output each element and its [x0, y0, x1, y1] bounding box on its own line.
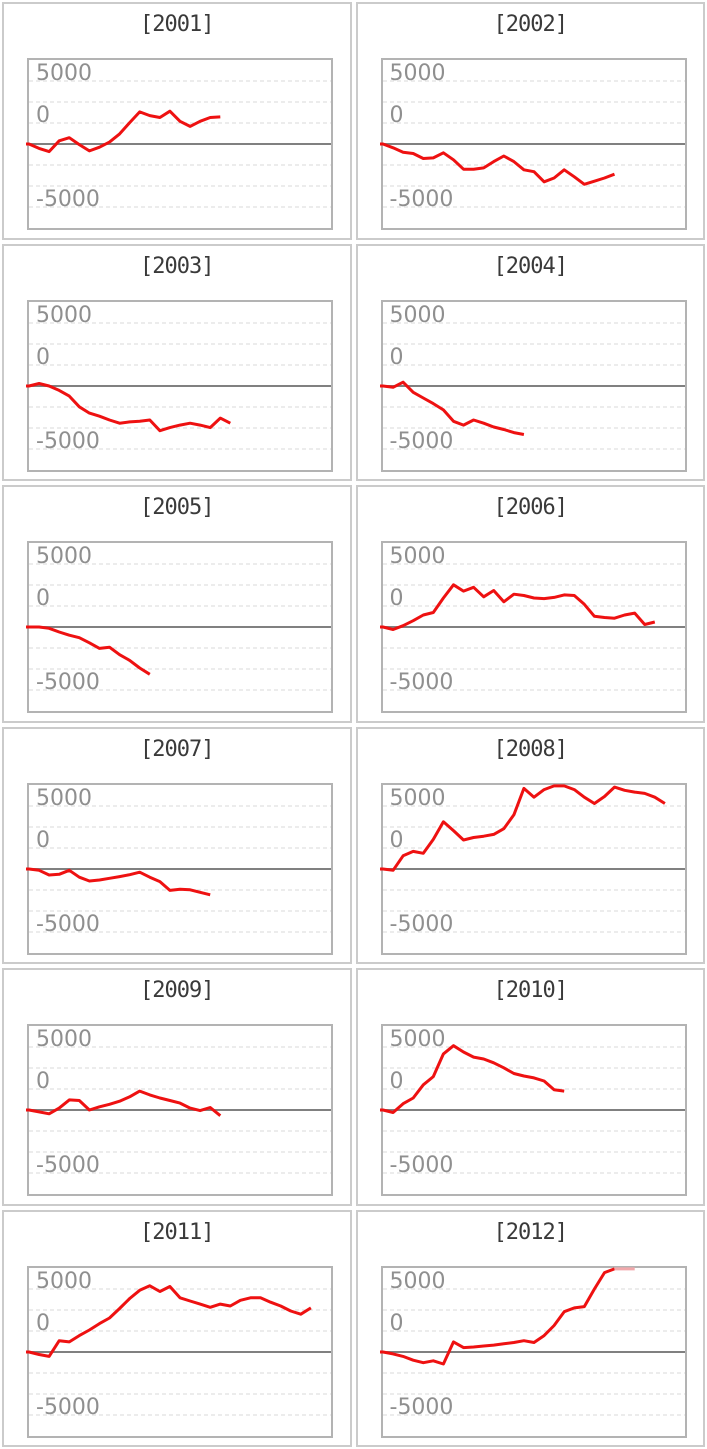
chart-title: [2005]: [140, 495, 214, 520]
plot-area: 5000 0 -5000: [26, 541, 333, 713]
y-tick-label: -5000: [36, 1153, 100, 1178]
y-tick-label: -5000: [389, 187, 454, 212]
y-tick-label: -5000: [36, 187, 100, 212]
chart-title: [2002]: [493, 12, 568, 37]
y-tick-label: -5000: [389, 911, 454, 937]
y-tick-label: -5000: [36, 670, 100, 695]
line-chart: [26, 322, 331, 449]
y-tick-label: -5000: [389, 670, 454, 695]
chart-panel-2012: [2012] 5000 0 -5000: [355, 1209, 705, 1447]
line-chart: [379, 1266, 685, 1415]
y-tick-label: 5000: [389, 302, 446, 328]
y-tick-label: -5000: [389, 1394, 454, 1420]
chart-panel-2009: [2009] 5000 0 -5000: [2, 968, 352, 1206]
y-tick-label: 0: [36, 586, 50, 611]
chart-panel-2007: [2007] 5000 0 -5000: [2, 726, 352, 964]
y-tick-label: 0: [36, 344, 50, 370]
chart-panel-2005: [2005] 5000 0 -5000: [2, 485, 352, 723]
chart-title: [2011]: [140, 1219, 214, 1245]
y-tick-label: 5000: [389, 544, 446, 569]
plot-area: 5000 0 -5000: [379, 782, 687, 955]
line-chart: [26, 805, 331, 932]
y-tick-label: 5000: [36, 302, 92, 328]
chart-title: [2004]: [493, 253, 568, 279]
plot-area: 5000 0 -5000: [379, 541, 687, 713]
plot-area: 5000 0 -5000: [379, 1265, 687, 1438]
y-tick-label: 0: [36, 827, 50, 853]
line-chart: [26, 563, 331, 691]
line-chart: [379, 80, 685, 208]
plot-area: 5000 0 -5000: [26, 1265, 333, 1438]
line-chart: [26, 1046, 331, 1174]
line-chart: [379, 322, 685, 449]
plot-area: 5000 0 -5000: [26, 58, 333, 230]
chart-panel-2004: [2004] 5000 0 -5000: [355, 243, 705, 481]
y-tick-label: 0: [36, 1069, 50, 1094]
chart-title: [2008]: [493, 736, 568, 762]
y-tick-label: 5000: [36, 785, 92, 811]
plot-area: 5000 0 -5000: [26, 1024, 333, 1196]
chart-panel-2008: [2008] 5000 0 -5000: [355, 726, 705, 964]
plot-area: 5000 0 -5000: [379, 1024, 687, 1196]
chart-panel-2011: [2011] 5000 0 -5000: [2, 1209, 352, 1447]
y-tick-label: -5000: [36, 428, 100, 454]
chart-title: [2006]: [493, 495, 568, 520]
y-tick-label: 0: [389, 1069, 404, 1094]
y-tick-label: 0: [36, 1310, 50, 1336]
line-chart: [26, 80, 331, 208]
plot-area: 5000 0 -5000: [379, 58, 687, 230]
chart-panel-2003: [2003] 5000 0 -5000: [2, 243, 352, 481]
chart-panel-2010: [2010] 5000 0 -5000: [355, 968, 705, 1206]
y-tick-label: 0: [389, 103, 404, 128]
y-tick-label: 0: [389, 344, 404, 370]
y-tick-label: -5000: [36, 911, 100, 937]
line-chart: [379, 1044, 685, 1174]
y-tick-label: 5000: [36, 1027, 92, 1052]
y-tick-label: 5000: [389, 1268, 446, 1294]
chart-title: [2003]: [140, 253, 214, 279]
y-tick-label: 5000: [36, 61, 92, 86]
y-tick-label: -5000: [389, 428, 454, 454]
y-tick-label: 0: [36, 103, 50, 128]
line-chart: [379, 563, 685, 691]
y-tick-label: 5000: [36, 1268, 92, 1294]
line-chart: [26, 1283, 331, 1415]
line-chart: [379, 783, 685, 932]
plot-area: 5000 0 -5000: [26, 299, 333, 472]
y-tick-label: 0: [389, 586, 404, 611]
y-tick-label: 5000: [389, 785, 446, 811]
y-tick-label: 5000: [389, 1027, 446, 1052]
y-tick-label: 0: [389, 827, 404, 853]
y-tick-label: -5000: [36, 1394, 100, 1420]
chart-title: [2007]: [140, 736, 214, 762]
plot-area: 5000 0 -5000: [26, 782, 333, 955]
chart-title: [2010]: [493, 978, 568, 1003]
chart-title: [2001]: [140, 12, 214, 37]
plot-area: 5000 0 -5000: [379, 299, 687, 472]
y-tick-label: 0: [389, 1310, 404, 1336]
y-tick-label: -5000: [389, 1153, 454, 1178]
chart-title: [2012]: [493, 1219, 568, 1245]
y-tick-label: 5000: [36, 544, 92, 569]
chart-panel-2006: [2006] 5000 0 -5000: [355, 485, 705, 723]
chart-panel-2002: [2002] 5000 0 -5000: [355, 2, 705, 240]
chart-panel-2001: [2001] 5000 0 -5000: [2, 2, 352, 240]
chart-title: [2009]: [140, 978, 214, 1003]
y-tick-label: 5000: [389, 61, 446, 86]
